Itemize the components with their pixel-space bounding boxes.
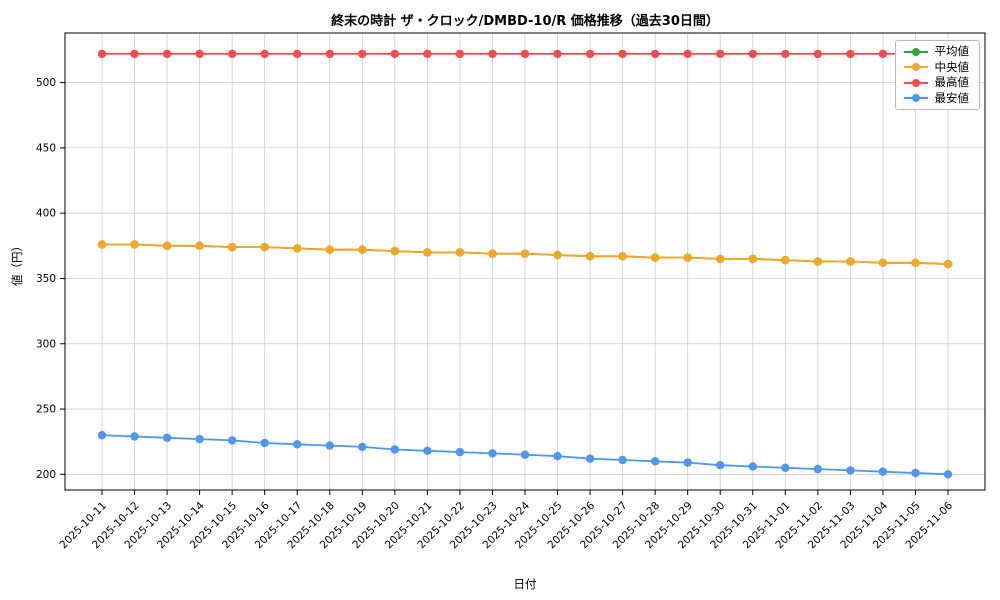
x-axis-label: 日付: [513, 577, 537, 591]
svg-text:450: 450: [36, 142, 56, 154]
legend-item-max: 最高値: [903, 75, 970, 89]
svg-text:400: 400: [36, 208, 56, 220]
svg-text:350: 350: [36, 273, 56, 285]
y-axis-label: 値（円）: [10, 240, 24, 286]
chart-title: 終末の時計 ザ・クロック/DMBD-10/R 価格推移（過去30日間）: [331, 14, 719, 29]
legend-item-mean: 平均値: [903, 44, 970, 58]
mean-line-marker-icon: [903, 47, 928, 57]
min-line-marker-icon: [903, 93, 928, 103]
legend-label-mean: 平均値: [934, 44, 970, 58]
median-line-marker-icon: [903, 62, 928, 72]
legend-label-max: 最高値: [934, 75, 970, 89]
max-line-marker-icon: [903, 78, 928, 88]
svg-text:250: 250: [36, 404, 56, 416]
legend-label-min: 最安値: [934, 90, 970, 105]
legend-item-median: 中央値: [903, 59, 970, 74]
legend-label-median: 中央値: [934, 59, 970, 74]
chart-legend: 平均値 中央値 最高値 最安値: [894, 40, 980, 110]
svg-text:200: 200: [36, 469, 56, 481]
svg-text:500: 500: [36, 77, 56, 89]
legend-item-min: 最安値: [903, 90, 970, 105]
svg-text:300: 300: [36, 338, 56, 350]
